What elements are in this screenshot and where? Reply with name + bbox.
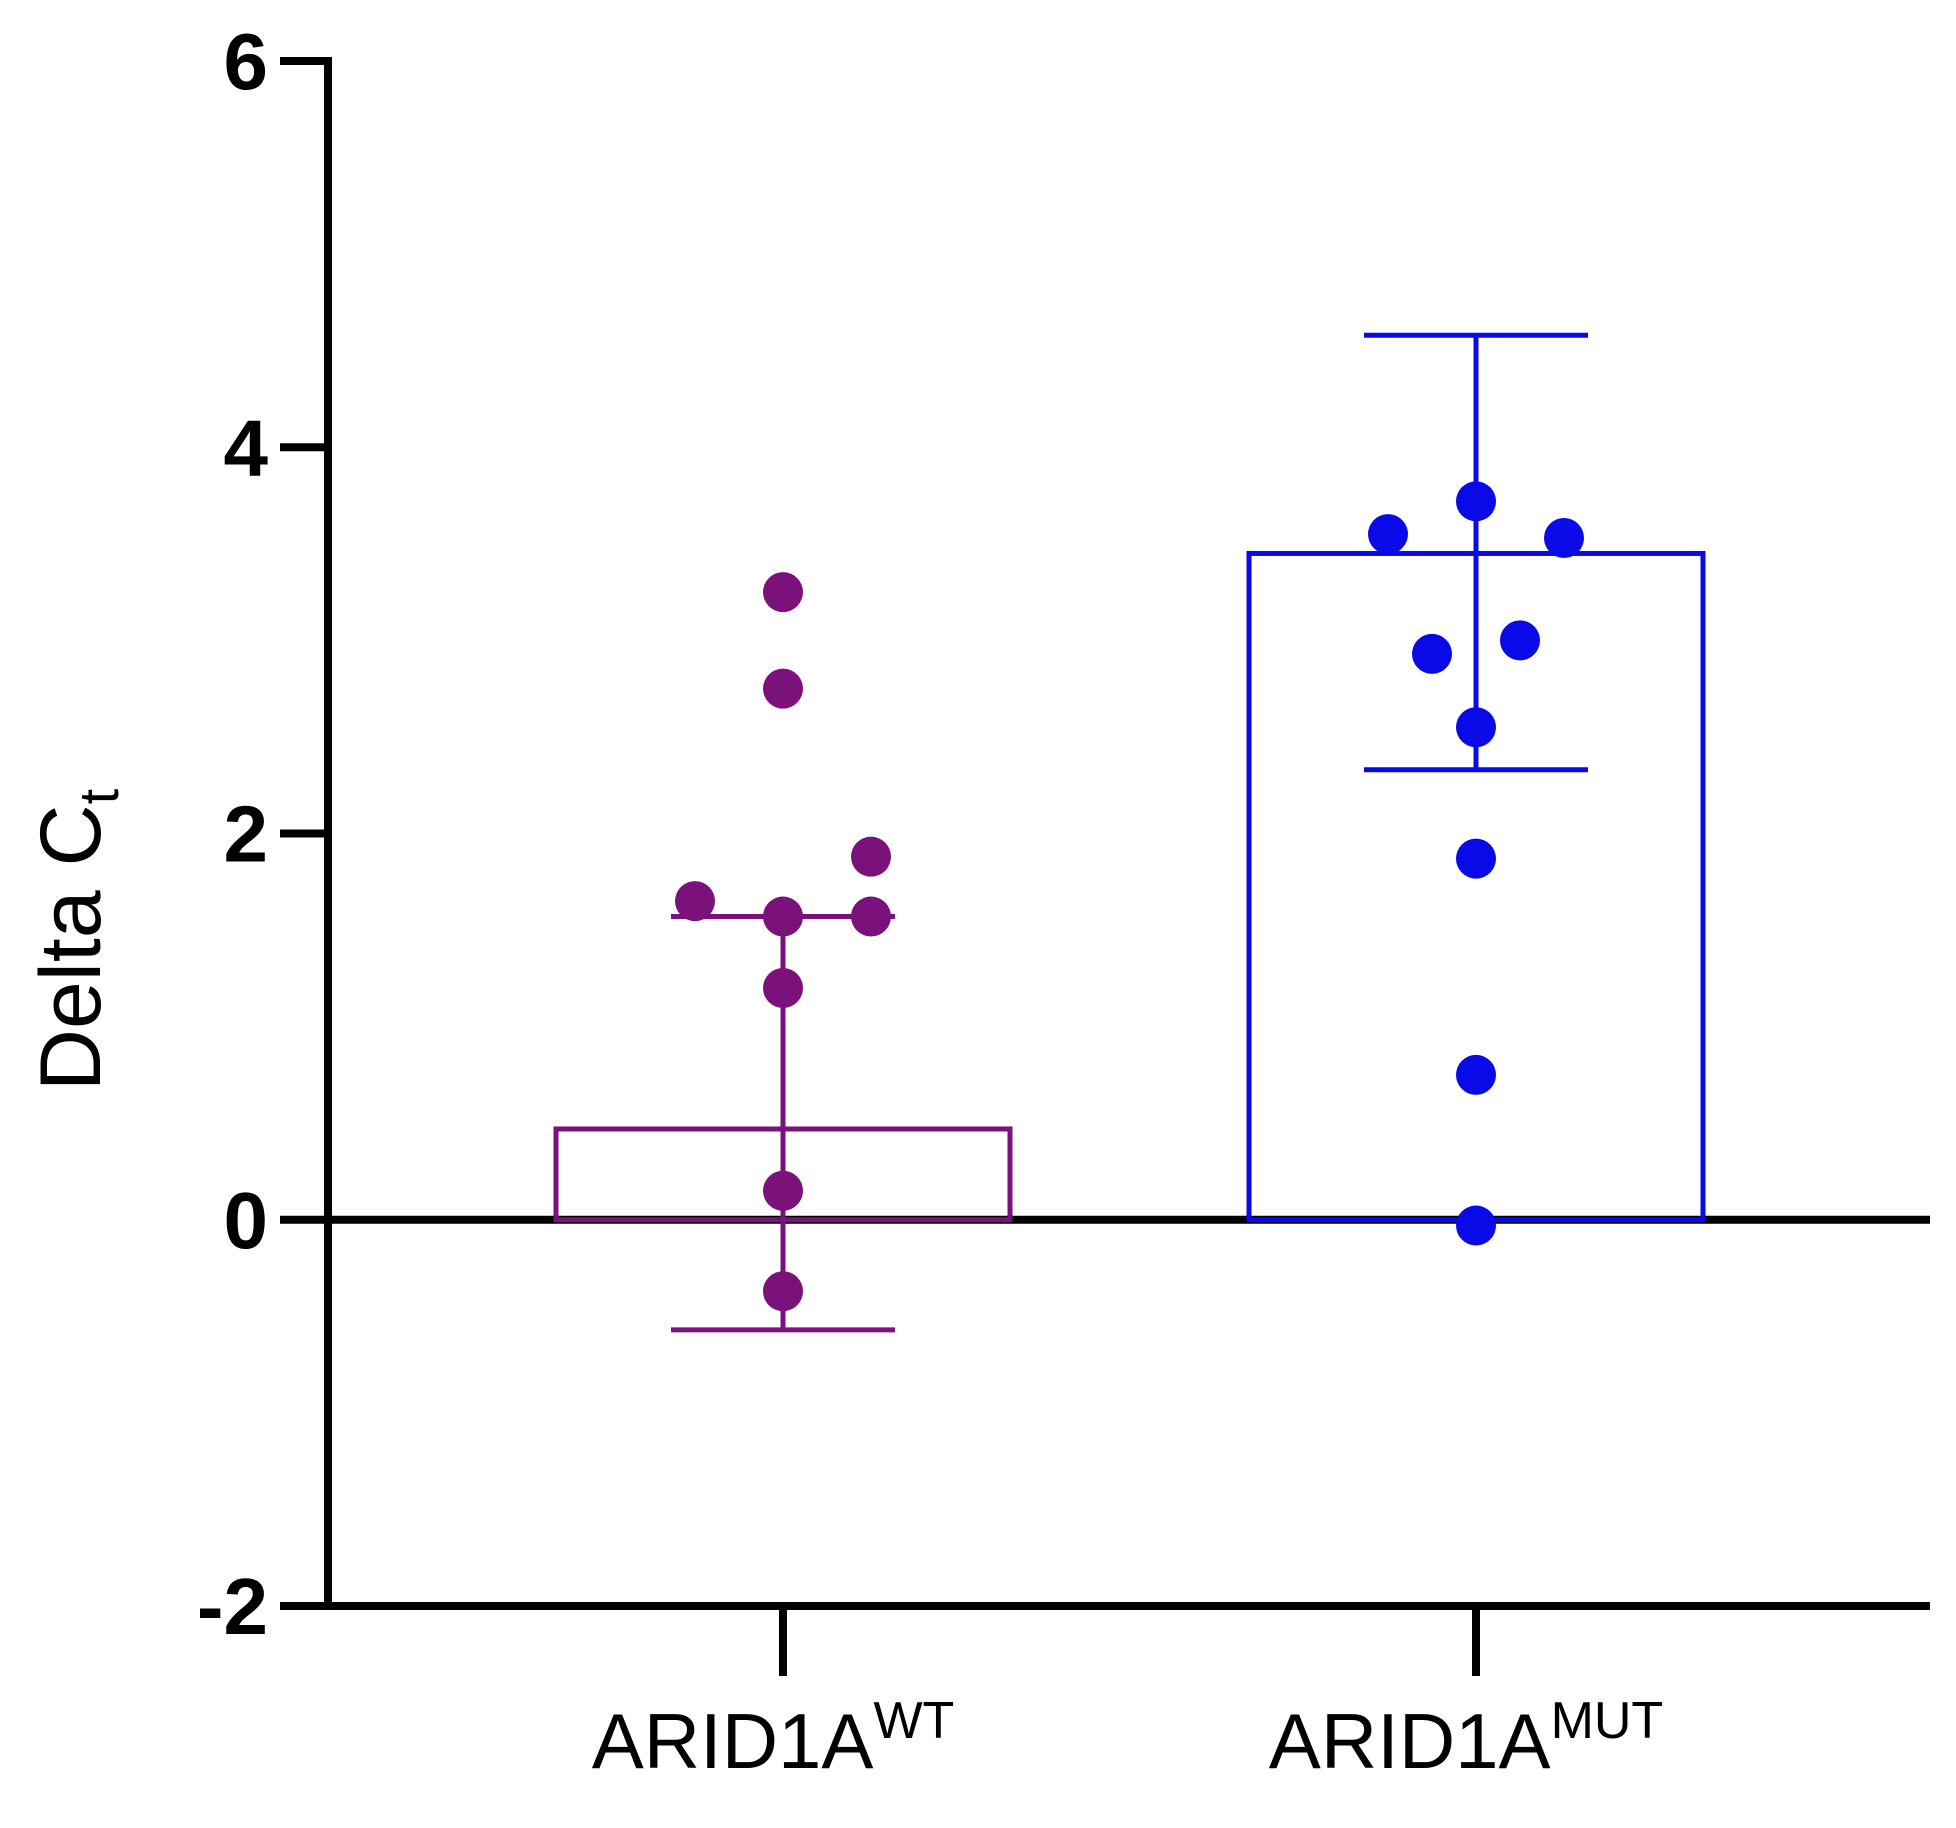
data-point [851,836,891,877]
axes [324,57,1930,1610]
data-point [763,572,803,613]
x-category-label-base: ARID1A [592,1697,874,1785]
data-point [763,668,803,709]
data-point [1456,1205,1496,1246]
x-category-label-base: ARID1A [1269,1697,1551,1785]
y-ticks: -2 0 2 4 6 [197,17,328,1651]
data-point [1456,838,1496,879]
y-tick-label: 2 [224,790,269,879]
y-tick-label: 6 [224,17,269,106]
data-point [1456,481,1496,522]
data-point [763,1271,803,1312]
x-category-label: ARID1AMUT [1269,1692,1663,1785]
y-tick-label: 4 [224,403,269,492]
data-point [1544,518,1584,559]
error-bars [671,332,1588,1333]
data-point [763,1170,803,1211]
y-axis-label-subscript: t [67,788,130,804]
x-category-label: ARID1AWT [592,1692,955,1785]
data-point [1412,633,1452,674]
data-point [763,968,803,1008]
data-point [1500,620,1540,661]
x-categories: ARID1AWT ARID1AMUT [592,1606,1663,1785]
data-point [763,896,803,937]
data-point [851,896,891,937]
data-point [675,881,715,922]
x-category-label-superscript: MUT [1551,1692,1664,1750]
y-tick-label: -2 [197,1562,268,1651]
x-category-label-superscript: WT [873,1692,954,1750]
y-axis-label: Delta Ct [23,788,130,1091]
y-axis-label-main: Delta C [23,804,119,1091]
y-tick-label: 0 [224,1176,269,1265]
data-point [1368,514,1408,555]
data-point [1456,1054,1496,1095]
data-point [1456,707,1496,748]
data-points [675,481,1584,1312]
